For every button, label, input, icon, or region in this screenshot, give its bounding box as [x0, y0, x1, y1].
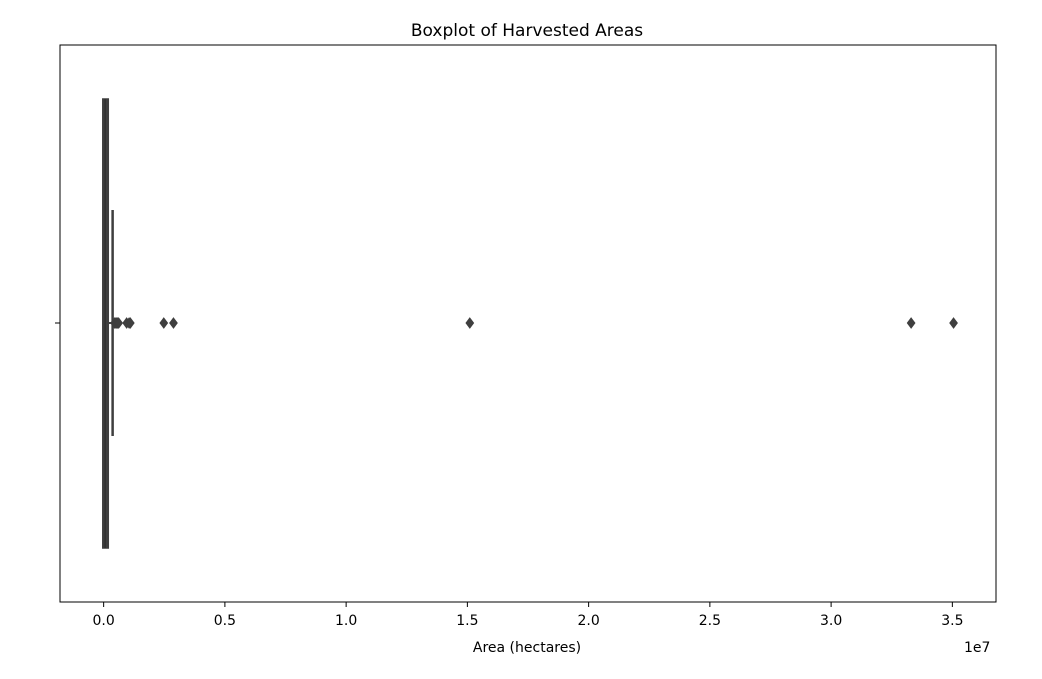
x-tick-label: 3.0: [820, 613, 842, 629]
x-tick-label: 3.5: [941, 613, 963, 629]
x-tick-label: 0.5: [214, 613, 236, 629]
outlier-point: [159, 317, 169, 329]
plot-area-frame: [59, 44, 997, 603]
x-tick-label: 0.0: [93, 613, 115, 629]
outlier-point: [949, 317, 958, 329]
outlier-point: [465, 317, 475, 329]
outlier-point: [125, 317, 135, 329]
outlier-point: [114, 317, 124, 329]
x-axis-ticks: 0.0 0.5 1.0 1.5 2.0 2.5 3.0 3.5: [93, 602, 963, 629]
outlier-point: [906, 317, 916, 329]
x-tick-label: 1.0: [335, 613, 357, 629]
x-tick-label: 2.0: [577, 613, 599, 629]
chart-title: Boxplot of Harvested Areas: [411, 21, 643, 41]
outlier-group: [110, 317, 958, 329]
outlier-point: [169, 317, 178, 329]
x-tick-label: 2.5: [699, 613, 721, 629]
x-tick-label: 1.5: [456, 613, 478, 629]
x-axis-label: Area (hectares): [473, 640, 581, 656]
x-axis-offset-label: 1e7: [964, 640, 990, 656]
